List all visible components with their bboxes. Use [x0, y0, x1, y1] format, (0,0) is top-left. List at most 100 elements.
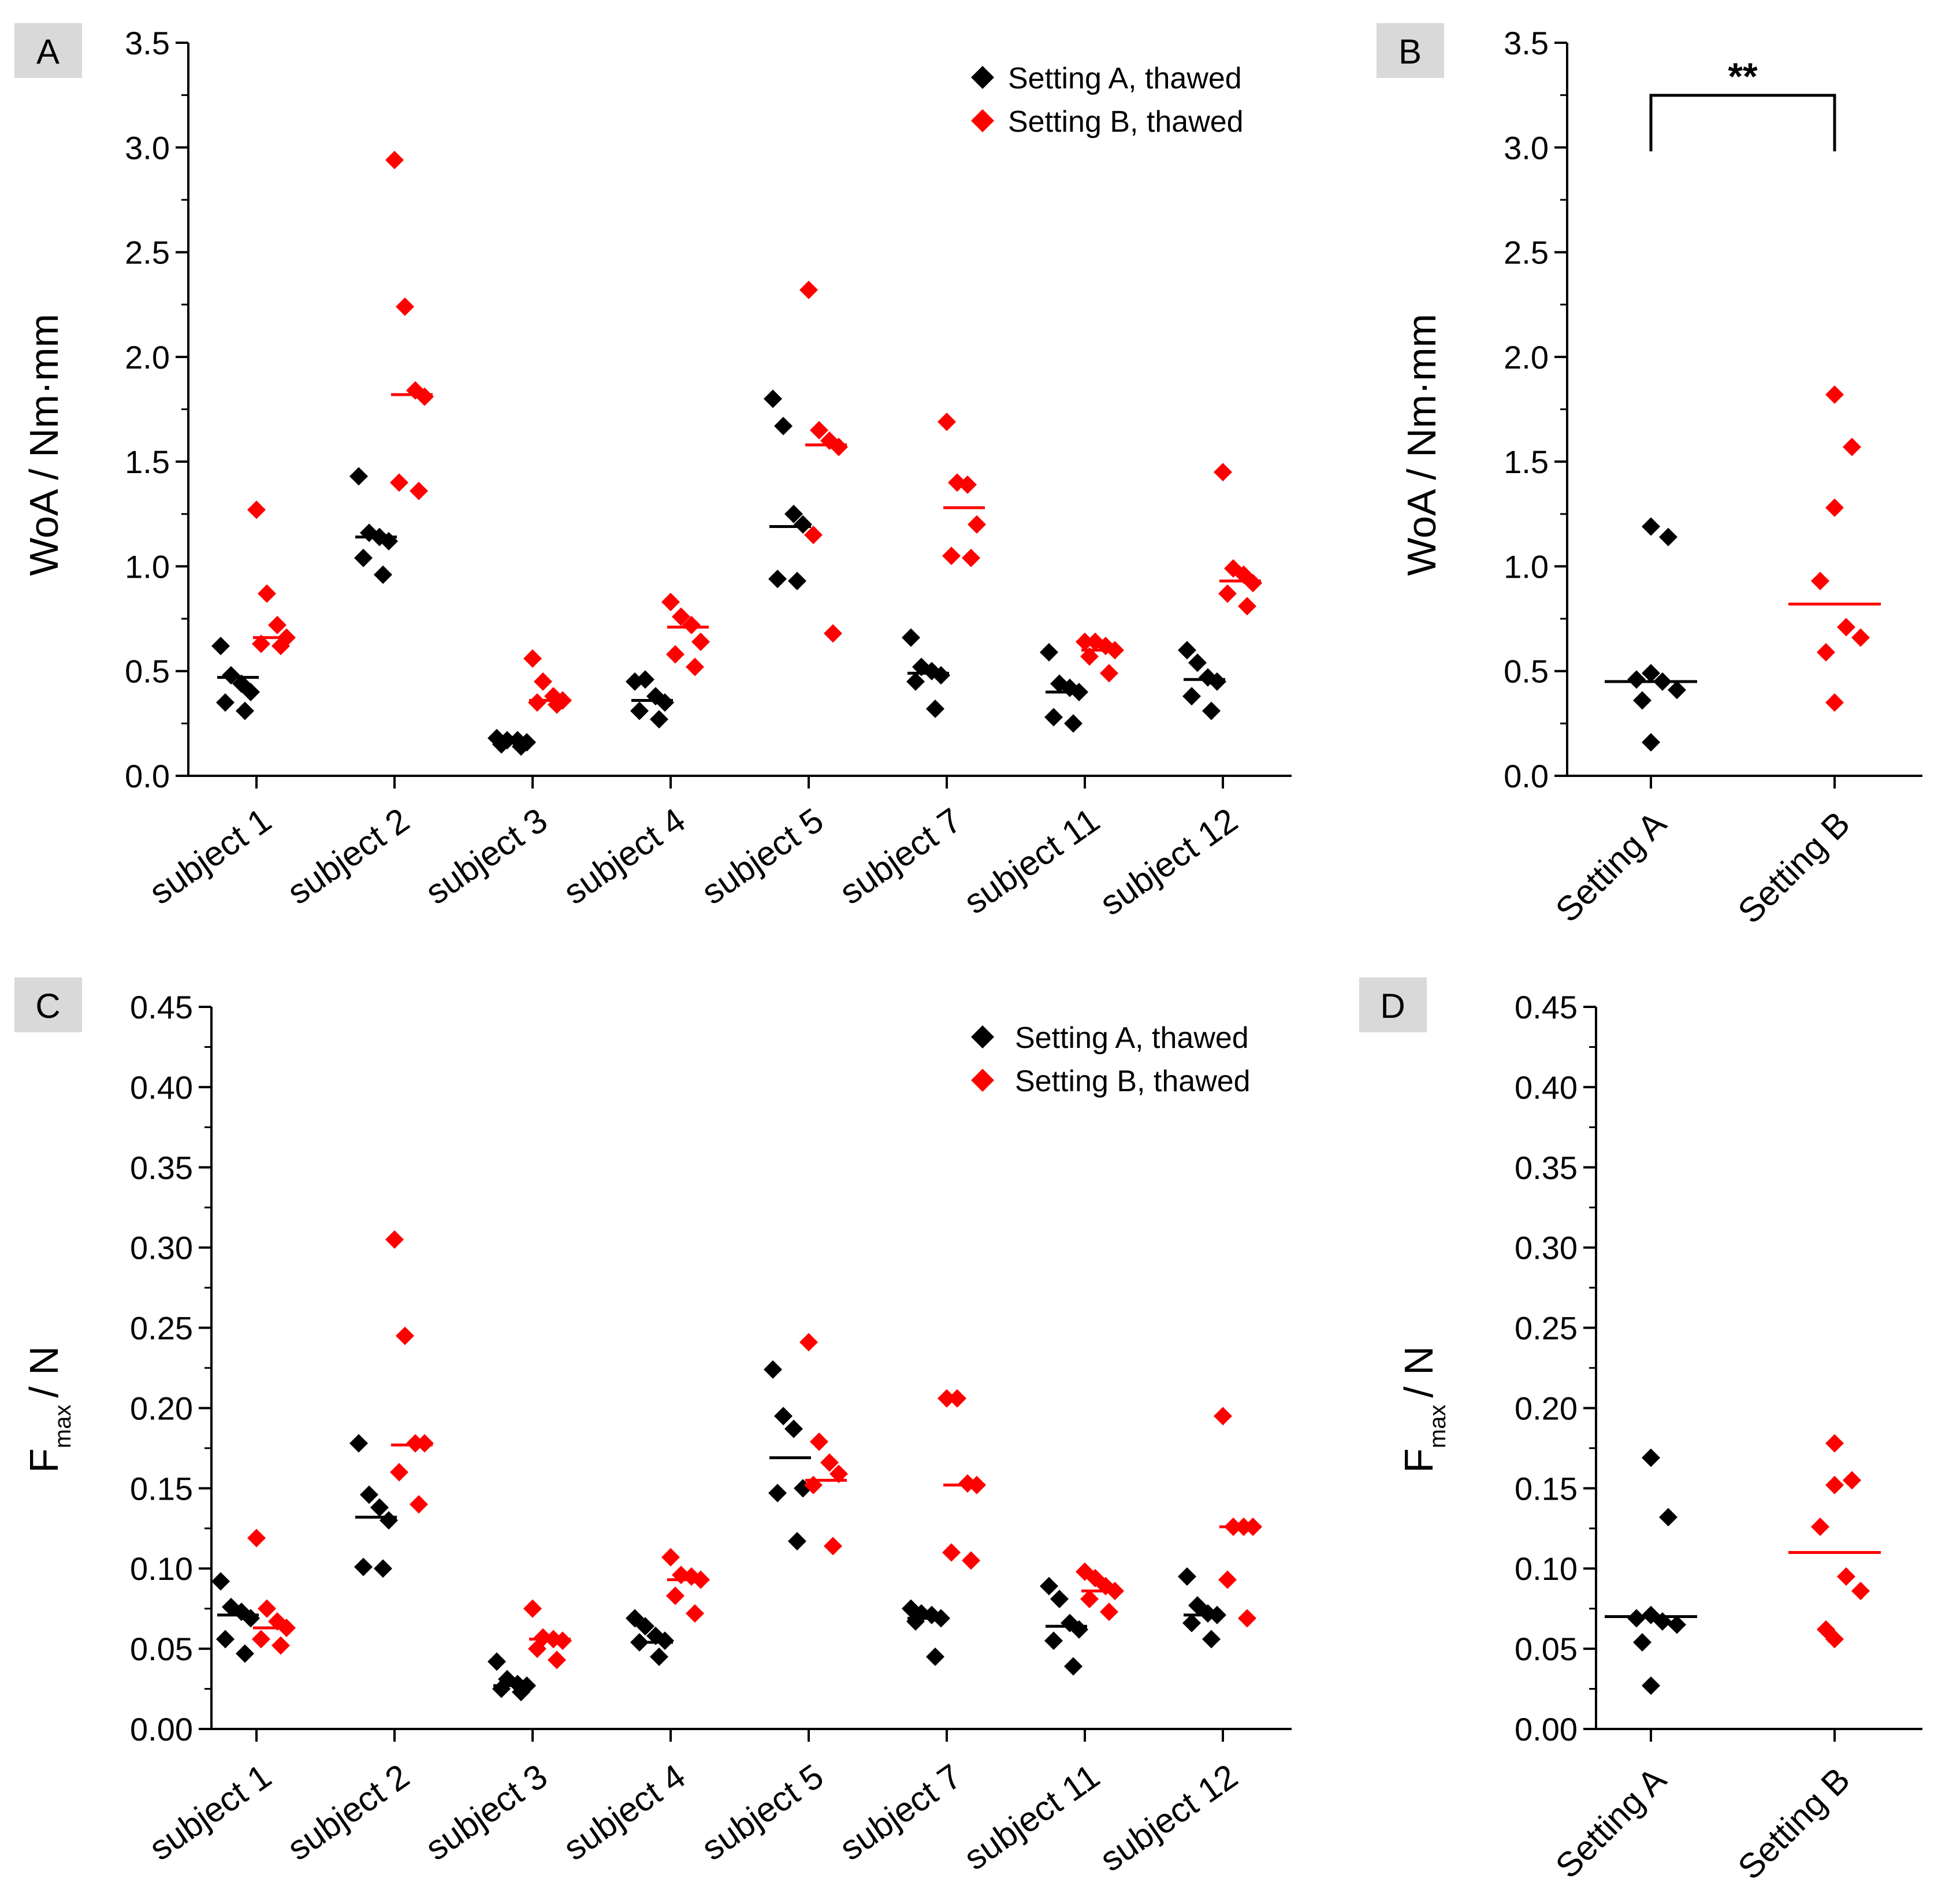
point-d-setting-a — [1642, 1448, 1660, 1467]
point-a-setting-b — [962, 548, 980, 567]
point-a-setting-b — [810, 421, 828, 440]
point-a-setting-b — [528, 693, 546, 712]
x-tick-label: subject 3 — [418, 1757, 554, 1868]
panel-c-fmax-by-subject: C 0.000.050.100.150.200.250.300.350.400.… — [14, 977, 1292, 1879]
point-c-setting-b — [258, 1599, 276, 1618]
point-c-setting-b — [271, 1636, 290, 1655]
point-c-setting-b — [523, 1599, 542, 1618]
point-c-setting-b — [553, 1631, 572, 1650]
point-a-setting-b — [938, 412, 956, 432]
y-tick-label: 0.05 — [1515, 1631, 1578, 1667]
point-d-setting-a — [1668, 1615, 1686, 1634]
y-tick-label: 0.5 — [1504, 653, 1549, 690]
y-tick-label: 0.00 — [130, 1711, 193, 1747]
point-a-setting-b — [415, 387, 434, 406]
point-c-setting-a — [512, 1683, 530, 1702]
x-tick-label: subject 5 — [694, 801, 830, 912]
point-d-setting-a — [1642, 1676, 1660, 1695]
plot-d: 0.00 0.05 0.10 0.15 0.20 0.25 0.30 0.35 0.40 0.45… — [1515, 989, 1922, 1887]
legend-c-label-setting-b: Setting B, thawed — [1015, 1065, 1251, 1098]
point-d-setting-b — [1825, 1434, 1844, 1453]
point-d-setting-b — [1811, 1518, 1829, 1536]
point-c-setting-a — [360, 1485, 378, 1504]
point-c-setting-b — [686, 1604, 704, 1623]
point-a-setting-a — [1182, 687, 1201, 706]
point-a-setting-b — [1244, 574, 1262, 593]
point-c-setting-a — [1050, 1590, 1069, 1608]
y-tick-label: 3.0 — [125, 129, 170, 166]
point-c-setting-b — [810, 1432, 828, 1451]
x-tick-label: subject 4 — [556, 1757, 692, 1868]
point-a-setting-b — [682, 615, 701, 634]
point-a-setting-b — [1238, 597, 1256, 616]
y-tick-label: 0.35 — [1515, 1150, 1578, 1186]
legend-a-marker-setting-b — [971, 109, 994, 132]
point-c-setting-b — [938, 1389, 956, 1408]
point-a-setting-b — [666, 645, 685, 664]
x-tick-label: subject 12 — [1093, 1757, 1244, 1879]
point-c-setting-a — [636, 1617, 654, 1636]
y-tick-label: 0.30 — [1515, 1230, 1578, 1266]
point-a-setting-a — [492, 735, 511, 754]
y-tick-label: 0.00 — [1515, 1711, 1578, 1747]
point-a-setting-a — [926, 699, 944, 718]
x-tick-label: Setting B — [1731, 1760, 1858, 1887]
point-b-setting-a — [1642, 664, 1660, 683]
y-tick-label: 2.5 — [125, 235, 170, 271]
point-a-setting-a — [636, 670, 654, 689]
point-c-setting-a — [216, 1630, 235, 1649]
point-a-setting-b — [523, 649, 542, 668]
point-a-setting-b — [385, 151, 404, 170]
panel-c-letter: C — [35, 987, 60, 1025]
x-tick-label: subject 7 — [832, 1757, 968, 1868]
point-a-setting-b — [968, 515, 986, 534]
point-c-setting-b — [1238, 1609, 1256, 1628]
point-a-setting-a — [932, 665, 950, 685]
point-a-setting-b — [661, 593, 680, 612]
plot-c: 0.00 0.05 0.10 0.15 0.20 0.25 0.30 0.35 0.40 0.45… — [130, 989, 1292, 1879]
point-a-setting-b — [799, 280, 818, 299]
y-tick-label: 0.25 — [130, 1310, 193, 1347]
y-tick-label: 0.45 — [1515, 989, 1578, 1025]
point-b-setting-a — [1642, 517, 1660, 536]
panel-c-ylabel-unit: / N — [21, 1346, 66, 1397]
point-a-setting-a — [650, 710, 668, 729]
point-c-setting-a — [656, 1631, 674, 1650]
point-a-setting-a — [1202, 701, 1221, 720]
point-b-setting-a — [1633, 691, 1651, 710]
point-c-setting-b — [666, 1586, 685, 1605]
y-tick-label: 3.5 — [1504, 25, 1549, 61]
y-tick-label: 0.40 — [1515, 1069, 1578, 1106]
point-c-setting-b — [528, 1639, 546, 1658]
point-b-setting-b — [1817, 643, 1835, 662]
point-a-setting-a — [794, 515, 812, 534]
point-c-setting-a — [354, 1557, 373, 1576]
y-tick-label: 1.5 — [1504, 444, 1549, 480]
point-a-setting-b — [1214, 463, 1232, 482]
point-a-setting-b — [1100, 664, 1118, 683]
point-b-setting-a — [1668, 680, 1686, 700]
point-c-setting-b — [962, 1551, 980, 1570]
y-tick-label: 0.45 — [130, 989, 193, 1025]
y-tick-label: 0.35 — [130, 1150, 193, 1186]
y-tick-label: 0.40 — [130, 1069, 193, 1106]
y-tick-label: 0.15 — [1515, 1470, 1578, 1507]
x-tick-label: subject 2 — [280, 801, 416, 912]
x-tick-label: subject 11 — [957, 1757, 1107, 1877]
panel-c-ylabel-main: F — [21, 1448, 66, 1473]
y-tick-label: 0.20 — [130, 1390, 193, 1426]
point-a-setting-b — [271, 637, 290, 656]
x-tick-label: subject 1 — [142, 801, 278, 912]
plot-b: 0.0 0.5 1.0 1.5 2.0 2.5 3.0 3.5 Setting A Setting… — [1504, 25, 1922, 931]
x-tick-label: subject 4 — [556, 801, 692, 912]
point-a-setting-b — [1080, 647, 1099, 666]
y-tick-label: 0.05 — [130, 1631, 193, 1667]
point-a-setting-b — [829, 437, 848, 456]
point-c-setting-a — [788, 1532, 806, 1550]
point-a-setting-b — [410, 481, 428, 500]
point-b-setting-b — [1851, 628, 1870, 647]
point-a-setting-b — [396, 297, 414, 316]
point-d-setting-a — [1627, 1609, 1646, 1628]
